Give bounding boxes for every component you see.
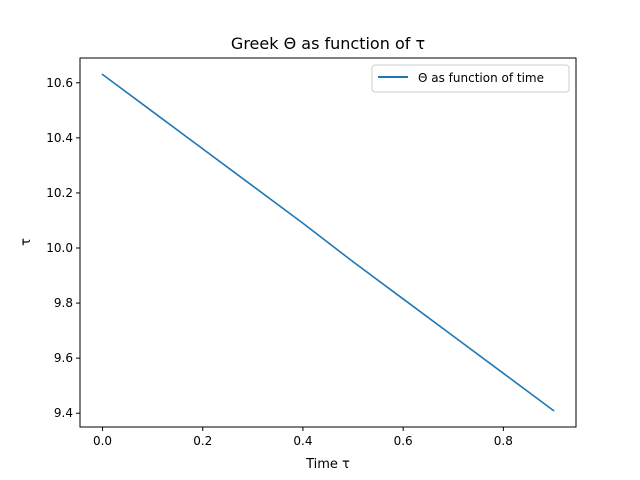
x-tick-label: 0.4 <box>293 434 312 448</box>
chart-title: Greek Θ as function of τ <box>231 34 425 53</box>
axis-ticks: 0.0 0.2 0.4 0.6 0.8 9.4 9.6 9.8 10.0 10.2 10.4 10.6 <box>46 76 513 448</box>
y-tick-label: 10.6 <box>46 76 73 90</box>
legend-label: Θ as function of time <box>418 71 544 85</box>
x-tick-label: 0.0 <box>93 434 112 448</box>
x-tick-label: 0.8 <box>494 434 513 448</box>
x-tick-label: 0.2 <box>193 434 212 448</box>
plot-area-frame <box>79 57 577 428</box>
y-tick-label: 10.0 <box>46 241 73 255</box>
x-tick-label: 0.6 <box>394 434 413 448</box>
series-line <box>101 73 555 412</box>
y-tick-label: 9.6 <box>54 351 73 365</box>
legend-box <box>371 64 570 93</box>
y-tick-label: 9.8 <box>54 296 73 310</box>
x-axis-label: Time τ <box>305 457 350 472</box>
y-axis-label: τ <box>19 238 34 246</box>
y-tick-label: 10.4 <box>46 131 73 145</box>
legend: Θ as function of time <box>371 64 570 93</box>
y-tick-label: 9.4 <box>54 406 73 420</box>
plot-series <box>101 73 555 412</box>
y-tick-label: 10.2 <box>46 186 73 200</box>
